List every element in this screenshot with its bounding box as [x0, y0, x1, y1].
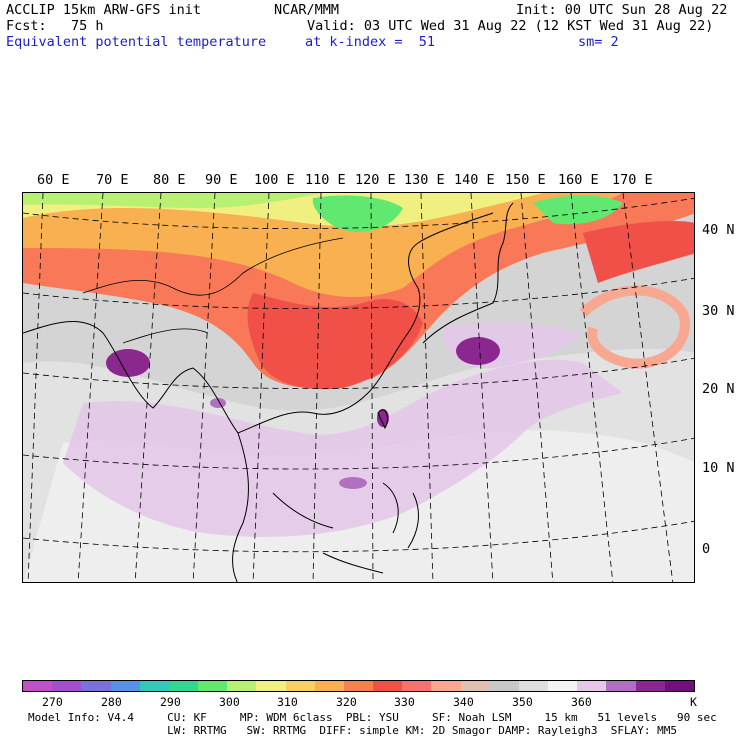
- colorbar-tick: 270: [42, 695, 63, 709]
- lon-label: 100 E: [254, 172, 295, 188]
- colorbar-swatch: [256, 681, 286, 691]
- colorbar-swatch: [431, 681, 461, 691]
- colorbar-tick: 330: [394, 695, 415, 709]
- lon-label: 60 E: [37, 172, 70, 188]
- colorbar-swatch: [285, 681, 315, 691]
- colorbar-tick: 280: [101, 695, 122, 709]
- colorbar-tick: 290: [160, 695, 181, 709]
- colorbar-tick: 360: [571, 695, 592, 709]
- valid-time: Valid: 03 UTC Wed 31 Aug 22 (12 KST Wed …: [307, 18, 714, 34]
- institution-label: NCAR/MMM: [274, 2, 340, 18]
- colorbar-tick: 350: [512, 695, 533, 709]
- field-name: Equivalent potential temperature: [6, 34, 267, 50]
- lat-label: 0: [702, 541, 711, 557]
- lon-label: 90 E: [205, 172, 238, 188]
- theta-e-map: [22, 192, 695, 583]
- colorbar-swatch: [52, 681, 82, 691]
- lon-label: 110 E: [305, 172, 346, 188]
- colorbar-tick: 300: [219, 695, 240, 709]
- colorbar-swatch: [664, 681, 694, 691]
- lon-label: 150 E: [505, 172, 546, 188]
- model-info-line2: LW: RRTMG SW: RRTMG DIFF: simple KM: 2D …: [28, 724, 678, 737]
- lat-label: 30 N: [702, 303, 735, 319]
- colorbar-swatch: [110, 681, 140, 691]
- colorbar-unit: K: [690, 695, 697, 709]
- lon-label: 170 E: [612, 172, 653, 188]
- forecast-hour: Fcst: 75 h: [6, 18, 104, 34]
- model-info-line1: Model Info: V4.4 CU: KF MP: WDM 6class P…: [28, 711, 717, 724]
- colorbar-swatch: [168, 681, 199, 691]
- colorbar-swatch: [23, 681, 53, 691]
- colorbar-tick: 310: [277, 695, 298, 709]
- model-title: ACCLIP 15km ARW-GFS init: [6, 2, 202, 18]
- colorbar-swatch: [606, 681, 636, 691]
- lon-label: 70 E: [96, 172, 129, 188]
- smoothing-value: sm= 2: [578, 34, 619, 50]
- colorbar: [22, 680, 695, 692]
- colorbar-swatch: [81, 681, 111, 691]
- colorbar-swatch: [460, 681, 490, 691]
- colorbar-swatch: [227, 681, 257, 691]
- colorbar-swatch: [489, 681, 519, 691]
- colorbar-swatch: [373, 681, 403, 691]
- colorbar-swatch: [577, 681, 607, 691]
- colorbar-swatch: [343, 681, 374, 691]
- lon-label: 120 E: [355, 172, 396, 188]
- lat-label: 20 N: [702, 381, 735, 397]
- colorbar-swatch: [198, 681, 228, 691]
- colorbar-swatch: [314, 681, 344, 691]
- lat-label: 40 N: [702, 222, 735, 238]
- lon-label: 160 E: [558, 172, 599, 188]
- colorbar-tick: 320: [336, 695, 357, 709]
- colorbar-swatch: [518, 681, 549, 691]
- lat-label: 10 N: [702, 460, 735, 476]
- lon-label: 130 E: [404, 172, 445, 188]
- level-index: at k-index = 51: [305, 34, 436, 50]
- init-time: Init: 00 UTC Sun 28 Aug 22: [516, 2, 728, 18]
- colorbar-swatch: [548, 681, 578, 691]
- colorbar-swatch: [139, 681, 169, 691]
- lon-label: 80 E: [153, 172, 186, 188]
- colorbar-tick: 340: [453, 695, 474, 709]
- colorbar-swatch: [635, 681, 665, 691]
- lon-label: 140 E: [454, 172, 495, 188]
- colorbar-swatch: [402, 681, 432, 691]
